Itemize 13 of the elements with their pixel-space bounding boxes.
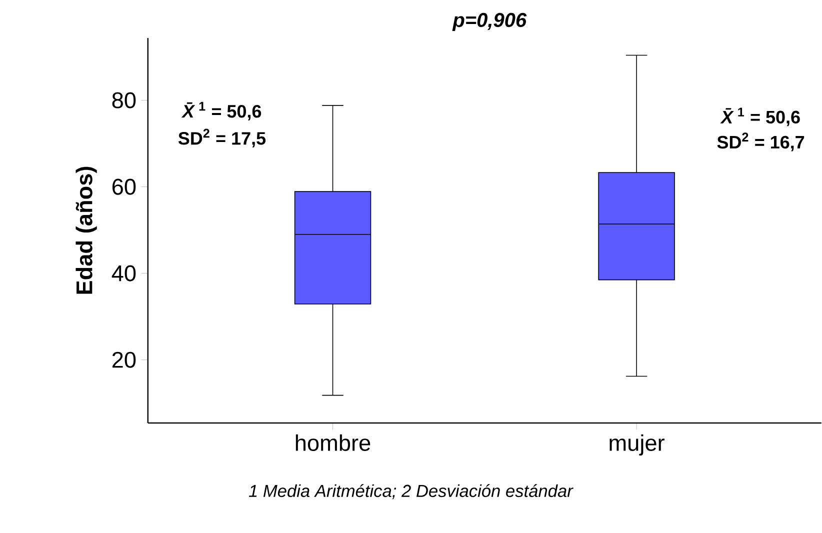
y-tick-label: 60: [112, 178, 136, 196]
annotation: X̄$^{1}$ = 50,6: [181, 102, 262, 121]
chart-title: p=0,906: [452, 13, 527, 32]
x-tick-label: mujer: [610, 434, 664, 456]
y-axis-title: Edad (años): [76, 167, 97, 294]
annotation: SD$^{2}$ = 16,7: [717, 132, 804, 152]
x-tick-label: hombre: [296, 434, 370, 452]
annotation: X̄$^{1}$ = 50,6: [720, 108, 800, 126]
annotation: SD$^{2}$ = 17,5: [178, 128, 266, 148]
y-tick-label: 40: [112, 265, 136, 282]
y-tick-label: 20: [112, 352, 136, 368]
y-tick-label: 80: [112, 92, 136, 108]
text: 1 Media Aritmética; 2 Desviación estándar: [248, 484, 574, 500]
